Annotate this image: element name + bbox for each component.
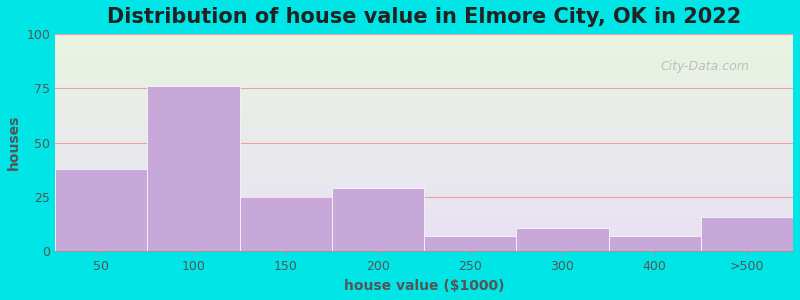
X-axis label: house value ($1000): house value ($1000) — [344, 279, 504, 293]
Bar — [147, 86, 240, 251]
Y-axis label: houses: houses — [7, 115, 21, 170]
Bar — [332, 188, 424, 251]
Text: City-Data.com: City-Data.com — [660, 60, 749, 73]
Bar — [609, 236, 701, 251]
Bar — [240, 197, 332, 251]
Bar — [516, 228, 609, 251]
Title: Distribution of house value in Elmore City, OK in 2022: Distribution of house value in Elmore Ci… — [107, 7, 742, 27]
Bar — [701, 217, 793, 251]
Bar — [55, 169, 147, 251]
Bar — [424, 236, 516, 251]
